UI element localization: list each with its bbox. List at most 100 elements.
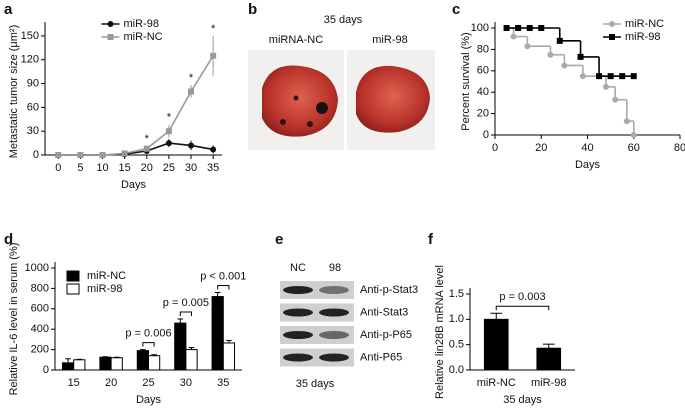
bar bbox=[174, 322, 187, 371]
significance: * bbox=[145, 133, 150, 145]
row-label: Anti-p-P65 bbox=[360, 329, 412, 341]
marker bbox=[188, 142, 195, 149]
marker bbox=[524, 43, 531, 50]
marker bbox=[596, 73, 603, 80]
legend-label: miR-98 bbox=[87, 283, 122, 295]
y-tick-label: 40 bbox=[477, 86, 489, 98]
lung bbox=[356, 65, 430, 133]
row-label: Anti-P65 bbox=[360, 351, 402, 363]
line bbox=[58, 55, 214, 156]
y-tick-label: 0 bbox=[483, 129, 489, 141]
y-tick-label: 800 bbox=[31, 282, 49, 294]
y-axis-label: Percent survival (%) bbox=[460, 32, 472, 130]
marker bbox=[630, 73, 637, 80]
y-tick-label: 1000 bbox=[25, 262, 49, 274]
row-label: Anti-p-Stat3 bbox=[360, 284, 418, 296]
marker bbox=[577, 53, 584, 60]
marker bbox=[623, 118, 630, 125]
x-tick-label: 35 bbox=[207, 162, 219, 174]
x-axis-label: 35 days bbox=[503, 394, 542, 406]
bar bbox=[99, 356, 112, 371]
bar bbox=[211, 296, 224, 371]
x-tick-label: miR-98 bbox=[531, 377, 566, 389]
bracket bbox=[495, 305, 550, 311]
marker bbox=[143, 145, 150, 152]
x-tick-label: 0 bbox=[492, 142, 498, 154]
panel-label: d bbox=[4, 231, 13, 248]
y-tick-label: 90 bbox=[27, 77, 39, 89]
y-axis-label: Relative lin28B mRNA level bbox=[434, 265, 446, 399]
band bbox=[283, 286, 313, 294]
legend-label: miR-98 bbox=[124, 18, 159, 30]
bracket bbox=[142, 342, 155, 347]
x-tick-label: 80 bbox=[674, 142, 685, 154]
y-tick-label: 30 bbox=[27, 125, 39, 137]
marker bbox=[188, 88, 195, 95]
y-tick-label: 100 bbox=[471, 22, 489, 34]
x-tick-label: 60 bbox=[628, 142, 640, 154]
lane-label: NC bbox=[290, 262, 306, 274]
x-axis-label: Days bbox=[136, 394, 162, 406]
bar bbox=[136, 350, 149, 371]
nodule bbox=[307, 121, 313, 127]
marker bbox=[630, 132, 637, 138]
y-tick-label: 0 bbox=[33, 149, 39, 161]
y-tick-label: 0 bbox=[43, 364, 49, 376]
bar bbox=[536, 347, 562, 371]
y-tick-label: 80 bbox=[477, 43, 489, 55]
marker bbox=[210, 52, 217, 59]
marker bbox=[77, 152, 84, 158]
legend-marker bbox=[609, 21, 615, 27]
legend-label: miR-NC bbox=[87, 270, 126, 282]
legend-label: miR-NC bbox=[124, 31, 163, 43]
p-value: p = 0.006 bbox=[125, 328, 171, 340]
y-tick-label: 1.5 bbox=[449, 288, 464, 300]
p-value: p = 0.003 bbox=[499, 291, 545, 303]
marker bbox=[55, 152, 62, 158]
x-tick-label: 40 bbox=[581, 142, 593, 154]
x-tick-label: 20 bbox=[535, 142, 547, 154]
bracket bbox=[179, 311, 193, 316]
x-tick-label: 35 bbox=[217, 377, 229, 389]
p-value: p = 0.005 bbox=[163, 297, 209, 309]
x-axis-label: Days bbox=[121, 179, 147, 191]
blot-strip bbox=[280, 326, 354, 344]
band bbox=[319, 353, 349, 362]
bar bbox=[185, 349, 198, 371]
panel-label: a bbox=[4, 1, 13, 18]
band bbox=[319, 308, 349, 317]
bar bbox=[148, 355, 161, 371]
legend-label: miR-NC bbox=[625, 18, 664, 30]
bar bbox=[483, 318, 509, 371]
y-tick-label: 200 bbox=[31, 344, 49, 356]
nodule bbox=[280, 119, 286, 125]
legend-marker bbox=[107, 21, 114, 27]
marker bbox=[612, 96, 619, 103]
lung bbox=[262, 65, 338, 137]
y-tick-label: 0.0 bbox=[449, 364, 464, 376]
x-tick-label: 20 bbox=[105, 377, 117, 389]
marker bbox=[619, 73, 626, 80]
panel-label: b bbox=[248, 1, 257, 18]
panel-label: e bbox=[275, 231, 283, 248]
x-tick-label: 25 bbox=[142, 377, 154, 389]
band bbox=[283, 331, 313, 339]
band bbox=[319, 331, 349, 339]
y-tick-label: 0.5 bbox=[449, 339, 464, 351]
marker bbox=[547, 51, 554, 58]
legend-marker bbox=[609, 34, 615, 40]
x-tick-label: 10 bbox=[96, 162, 108, 174]
marker bbox=[121, 150, 128, 157]
y-tick-label: 400 bbox=[31, 323, 49, 335]
band bbox=[283, 353, 313, 362]
y-tick-label: 60 bbox=[477, 65, 489, 77]
x-tick-label: 30 bbox=[185, 162, 197, 174]
marker bbox=[561, 62, 568, 69]
x-tick-label: 5 bbox=[77, 162, 83, 174]
x-tick-label: miR-NC bbox=[477, 377, 516, 389]
marker bbox=[607, 73, 614, 80]
band bbox=[283, 308, 313, 317]
bar bbox=[110, 357, 123, 371]
x-tick-label: 30 bbox=[180, 377, 192, 389]
significance: * bbox=[167, 112, 172, 124]
